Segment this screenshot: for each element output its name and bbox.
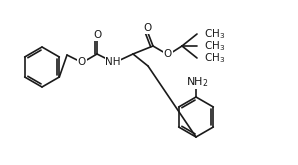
Text: O: O [93, 30, 101, 40]
Text: NH$_2$: NH$_2$ [186, 75, 208, 89]
Text: CH$_3$: CH$_3$ [204, 51, 225, 65]
Text: O: O [164, 49, 172, 59]
Text: NH: NH [105, 57, 121, 67]
Text: CH$_3$: CH$_3$ [204, 39, 225, 53]
Text: CH$_3$: CH$_3$ [204, 27, 225, 41]
Text: O: O [78, 57, 86, 67]
Text: O: O [143, 23, 151, 33]
